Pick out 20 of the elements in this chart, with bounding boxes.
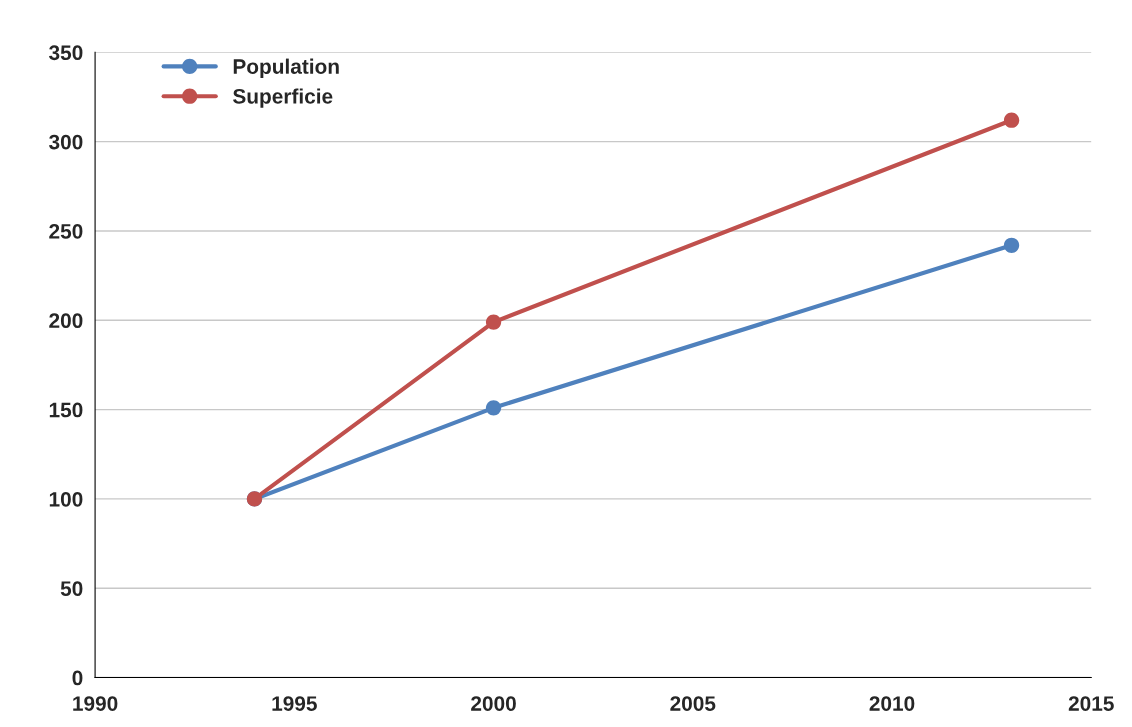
point [485, 400, 502, 416]
x-tick-label: 1990 [73, 696, 118, 711]
legend-label: Superficie [232, 88, 333, 108]
x-tick-label: 1995 [272, 696, 317, 711]
legend-label: Population [233, 58, 339, 79]
y-tick-label: 250 [49, 223, 83, 239]
y-tick-label: 300 [49, 134, 83, 150]
y-tick-label: 100 [49, 491, 83, 507]
point [485, 314, 502, 330]
x-tick-label: 2000 [471, 696, 516, 711]
point [1003, 237, 1020, 253]
y-tick-label: 0 [72, 670, 83, 686]
y-tick-label: 200 [49, 313, 83, 329]
x-tick-label: 2005 [670, 696, 716, 711]
y-tick-label: 150 [49, 402, 83, 418]
y-tick-label: 50 [60, 581, 83, 596]
x-tick-label: 2010 [869, 696, 915, 711]
x-tick-label: 2015 [1068, 696, 1114, 711]
y-tick-label: 350 [49, 45, 83, 61]
point [1003, 112, 1020, 128]
